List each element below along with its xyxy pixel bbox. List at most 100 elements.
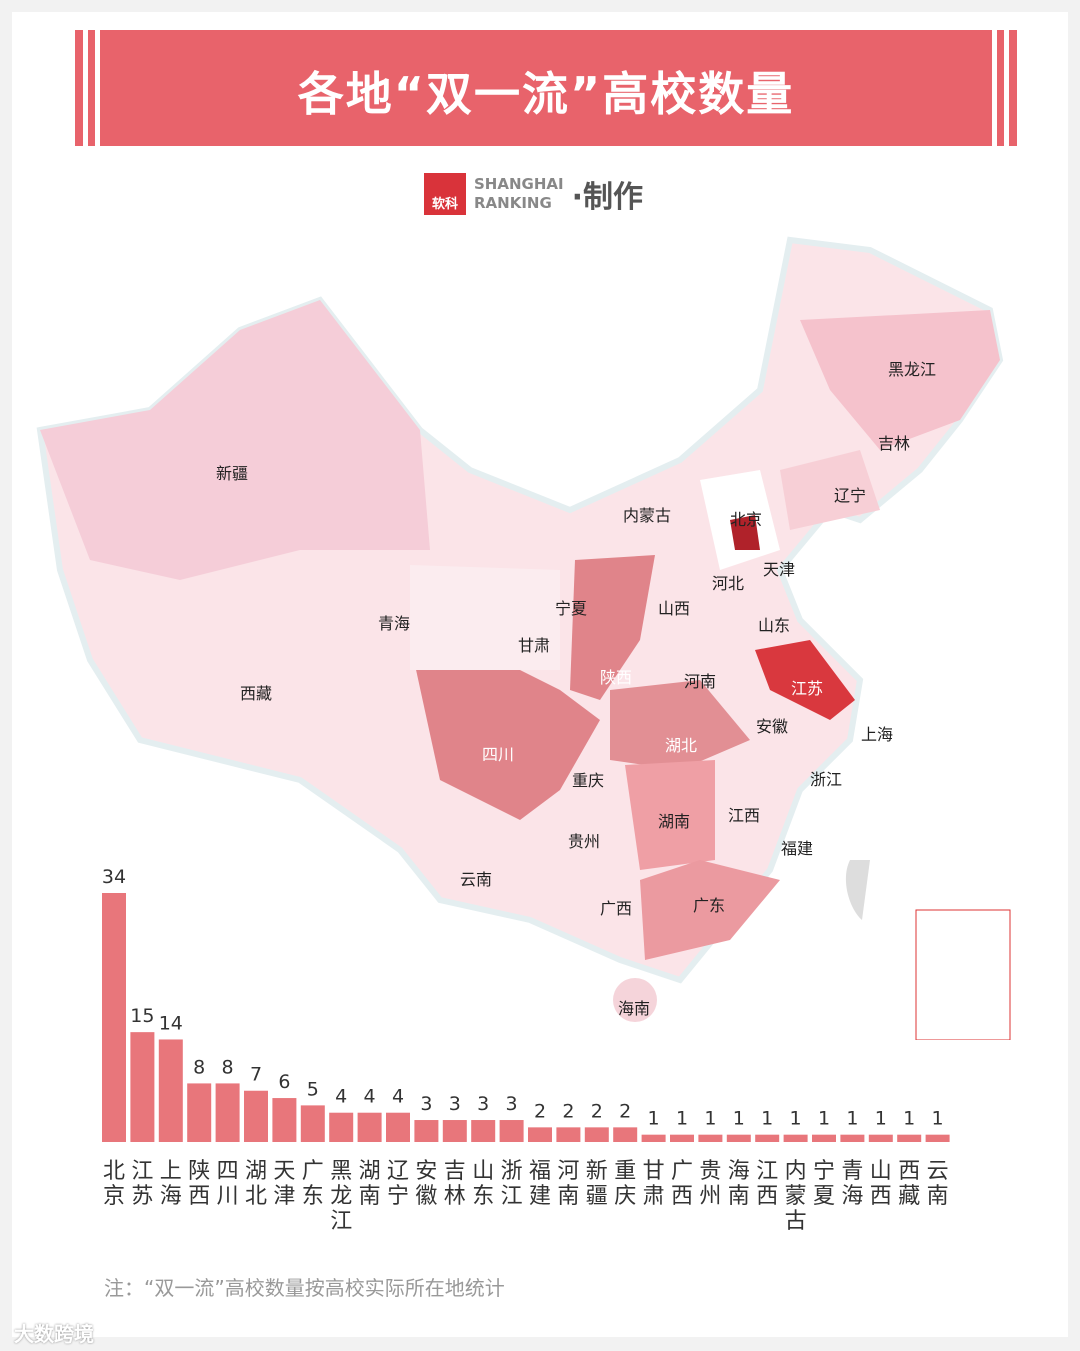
map-label: 青海 (378, 614, 411, 633)
bar (442, 1120, 467, 1142)
category-label: 黑龙江 (330, 1159, 352, 1234)
data-label: 1 (818, 1108, 830, 1130)
bar (613, 1127, 638, 1142)
bar (556, 1127, 581, 1142)
map-label: 浙江 (810, 770, 843, 789)
map-label: 河南 (684, 672, 717, 691)
bar (414, 1120, 439, 1142)
bar (726, 1134, 751, 1142)
bar (272, 1098, 297, 1142)
category-label: 吉林 (444, 1159, 466, 1209)
map-label: 宁夏 (555, 599, 588, 618)
category-label: 海南 (728, 1159, 750, 1209)
category-label: 福建 (529, 1159, 551, 1209)
logo-line2: RANKING (474, 194, 552, 212)
data-label: 8 (193, 1056, 205, 1078)
category-label: 浙江 (501, 1159, 523, 1209)
category-label: 新疆 (586, 1159, 608, 1209)
data-label: 34 (102, 866, 126, 888)
map-label: 黑龙江 (888, 360, 937, 379)
data-label: 1 (733, 1108, 745, 1130)
map-svg (36, 236, 1011, 1041)
bar (130, 1032, 155, 1142)
map-label: 新疆 (216, 464, 249, 483)
category-label: 宁夏 (813, 1159, 835, 1209)
data-label: 8 (222, 1056, 234, 1078)
map-label: 甘肃 (518, 636, 551, 655)
map-label: 广东 (693, 896, 726, 915)
data-label: 4 (335, 1086, 347, 1108)
category-label: 上海 (160, 1159, 182, 1209)
bar (357, 1112, 382, 1142)
map-label: 吉林 (878, 434, 911, 453)
data-label: 7 (250, 1064, 262, 1086)
bar (300, 1105, 325, 1142)
china-map: 新疆 西藏 青海 甘肃 宁夏 内蒙古 黑龙江 吉林 辽宁 北京 天津 河北 山西 山东 陕西 河南 江苏 安徽 上海… (0, 220, 1080, 1044)
data-label: 1 (903, 1108, 915, 1130)
map-label: 北京 (730, 510, 763, 529)
map-label: 山东 (758, 616, 791, 635)
map-label: 江苏 (791, 679, 824, 698)
data-label: 1 (761, 1108, 773, 1130)
map-label: 四川 (482, 745, 515, 764)
map-label: 海南 (618, 999, 651, 1018)
bar (386, 1112, 410, 1142)
map-label: 江西 (728, 806, 761, 825)
category-label: 山东 (472, 1159, 494, 1209)
data-label: 2 (562, 1100, 574, 1122)
category-label: 四川 (217, 1159, 239, 1209)
bar (102, 893, 126, 1142)
category-label: 江苏 (131, 1159, 153, 1209)
category-label: 河南 (557, 1159, 579, 1209)
data-label: 3 (477, 1093, 489, 1115)
data-label: 15 (130, 1005, 154, 1027)
bar (471, 1120, 496, 1142)
category-label: 湖南 (359, 1159, 381, 1209)
page-title: 各地“双一流”高校数量 (297, 67, 795, 121)
category-label: 湖北 (245, 1159, 267, 1209)
data-label: 1 (676, 1108, 688, 1130)
map-label: 湖南 (658, 812, 691, 831)
map-label: 内蒙古 (623, 506, 672, 525)
data-label: 5 (307, 1078, 319, 1100)
watermark: 大数跨境 (14, 1322, 94, 1346)
map-label: 辽宁 (834, 486, 867, 505)
category-label: 江西 (756, 1159, 778, 1209)
data-label: 2 (534, 1100, 546, 1122)
bar (244, 1090, 268, 1142)
map-label: 福建 (781, 839, 814, 858)
logo-mark: 软科 (424, 173, 466, 215)
bar (329, 1112, 354, 1142)
data-label: 14 (159, 1012, 183, 1034)
bar (698, 1134, 723, 1142)
data-label: 3 (449, 1093, 461, 1115)
bar (925, 1134, 950, 1142)
data-label: 1 (648, 1108, 660, 1130)
category-label: 重庆 (614, 1159, 636, 1209)
map-label: 广西 (600, 899, 633, 918)
bar (868, 1134, 893, 1142)
bar (528, 1127, 552, 1142)
data-label: 6 (278, 1071, 290, 1093)
title-banner: 各地“双一流”高校数量 (75, 30, 1017, 146)
map-label: 安徽 (756, 717, 789, 736)
bar (215, 1083, 240, 1142)
data-label: 3 (420, 1093, 432, 1115)
category-label: 贵州 (699, 1159, 721, 1209)
bar (783, 1134, 808, 1142)
category-label: 云南 (927, 1159, 949, 1209)
data-label: 4 (364, 1086, 376, 1108)
shanghai-ranking-logo: 软科 SHANGHAI RANKING ·制作 (424, 172, 643, 216)
category-label: 甘肃 (643, 1159, 665, 1209)
bar (499, 1120, 524, 1142)
category-label: 陕西 (188, 1159, 210, 1209)
data-label: 2 (619, 1100, 631, 1122)
map-label: 陕西 (600, 668, 633, 687)
bar (812, 1134, 836, 1142)
map-label: 云南 (460, 870, 493, 889)
map-label: 河北 (712, 574, 745, 593)
map-label: 山西 (658, 599, 691, 618)
data-label: 1 (932, 1108, 944, 1130)
category-label: 内蒙古 (785, 1159, 807, 1234)
